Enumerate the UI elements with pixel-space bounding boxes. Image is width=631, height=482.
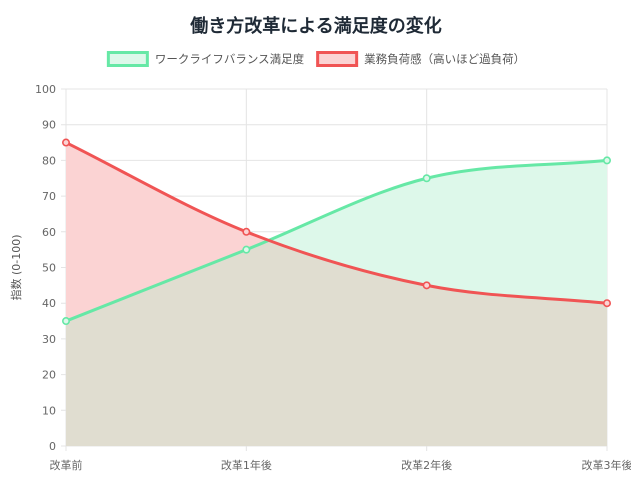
legend-label: 業務負荷感（高いほど過負荷） (364, 52, 525, 66)
y-tick-label: 20 (42, 369, 56, 382)
x-tick-label: 改革1年後 (221, 458, 272, 472)
y-axis-title: 指数 (0-100) (9, 234, 23, 300)
y-axis-ticks: 0 10 20 30 40 50 60 70 80 90 100 (35, 83, 56, 453)
legend-item-1[interactable]: ワークライフバランス満足度 (106, 51, 305, 67)
data-points (61, 138, 611, 326)
y-tick-label: 70 (42, 190, 56, 203)
legend: ワークライフバランス満足度 業務負荷感（高いほど過負荷） (106, 51, 526, 67)
y-tick-label: 0 (49, 440, 56, 453)
legend-swatch (106, 51, 149, 67)
series-line-1 (64, 158, 609, 323)
x-axis-ticks: 改革前 改革1年後 改革2年後 改革3年後 (50, 458, 631, 472)
area-fills (66, 142, 607, 446)
data-point-series-2 (61, 138, 70, 147)
y-tick-label: 50 (42, 262, 56, 275)
series-lines (64, 141, 609, 323)
legend-label: ワークライフバランス満足度 (155, 52, 305, 66)
y-tick-label: 90 (42, 119, 56, 132)
legend-swatch (316, 51, 359, 67)
y-tick-label: 30 (42, 333, 56, 346)
x-tick-label: 改革2年後 (401, 458, 452, 472)
y-tick-label: 60 (42, 226, 56, 239)
y-tick-label: 100 (35, 83, 56, 96)
x-tick-label: 改革前 (50, 458, 83, 472)
y-tick-label: 80 (42, 154, 56, 167)
data-point-series-1 (422, 174, 431, 183)
x-tick-label: 改革3年後 (582, 458, 631, 472)
legend-item-2[interactable]: 業務負荷感（高いほど過負荷） (316, 51, 526, 67)
data-point-series-2 (602, 299, 611, 308)
data-point-series-1 (61, 317, 70, 326)
data-point-series-1 (242, 245, 251, 254)
data-point-series-1 (602, 156, 611, 165)
data-point-series-2 (242, 227, 251, 236)
data-point-series-2 (422, 281, 431, 290)
y-tick-label: 10 (42, 404, 56, 417)
series-line-2 (64, 141, 609, 305)
y-tick-label: 40 (42, 297, 56, 310)
chart-title: 働き方改革による満足度の変化 (189, 15, 441, 37)
